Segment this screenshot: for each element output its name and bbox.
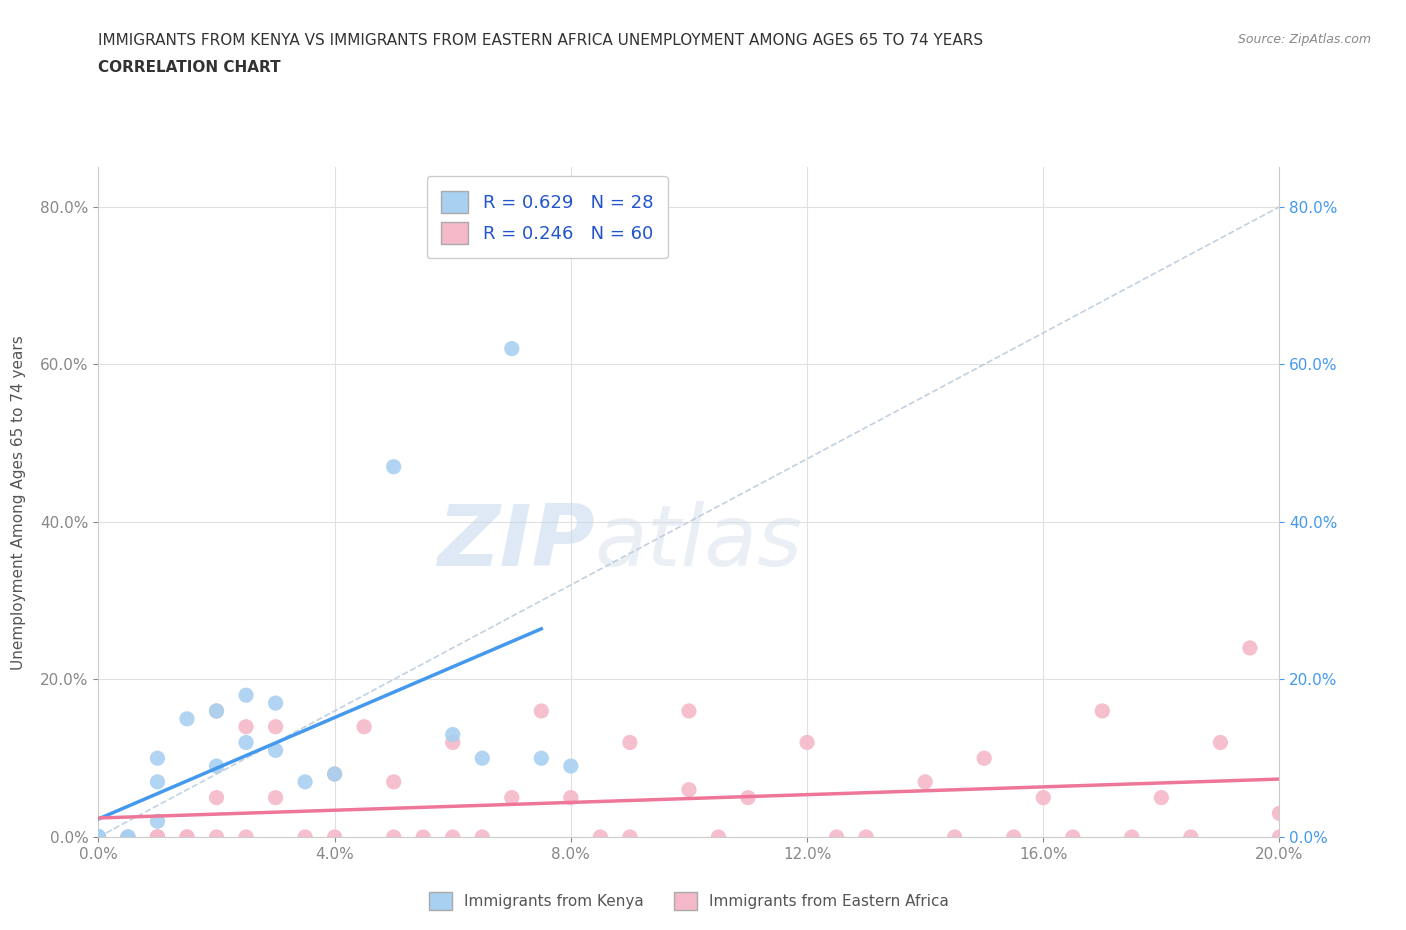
Point [382,830,405,844]
Point [1180,830,1202,844]
Point [146,830,169,844]
Point [323,766,346,781]
Point [87,830,110,844]
Point [914,775,936,790]
Point [825,830,848,844]
Point [87,830,110,844]
Point [1150,790,1173,805]
Text: atlas: atlas [595,501,803,584]
Point [1268,830,1291,844]
Point [87,830,110,844]
Point [412,830,434,844]
Point [235,830,257,844]
Point [117,830,139,844]
Point [796,735,818,750]
Point [264,743,287,758]
Point [382,459,405,474]
Point [1091,703,1114,718]
Point [589,830,612,844]
Point [87,830,110,844]
Point [235,719,257,734]
Point [87,830,110,844]
Point [87,830,110,844]
Point [294,775,316,790]
Point [1239,641,1261,656]
Point [176,830,198,844]
Text: Source: ZipAtlas.com: Source: ZipAtlas.com [1237,33,1371,46]
Point [943,830,966,844]
Point [264,719,287,734]
Point [87,830,110,844]
Point [87,830,110,844]
Point [619,735,641,750]
Point [205,759,228,774]
Point [560,759,582,774]
Point [176,830,198,844]
Y-axis label: Unemployment Among Ages 65 to 74 years: Unemployment Among Ages 65 to 74 years [11,335,27,670]
Point [1209,735,1232,750]
Point [678,782,700,797]
Point [678,703,700,718]
Point [146,830,169,844]
Point [176,711,198,726]
Point [146,830,169,844]
Point [737,790,759,805]
Point [87,830,110,844]
Point [87,830,110,844]
Point [441,735,464,750]
Point [87,830,110,844]
Point [205,703,228,718]
Point [441,830,464,844]
Point [87,830,110,844]
Point [560,790,582,805]
Text: IMMIGRANTS FROM KENYA VS IMMIGRANTS FROM EASTERN AFRICA UNEMPLOYMENT AMONG AGES : IMMIGRANTS FROM KENYA VS IMMIGRANTS FROM… [98,33,984,47]
Point [87,830,110,844]
Point [471,830,494,844]
Point [146,775,169,790]
Point [1121,830,1143,844]
Point [235,688,257,703]
Point [1002,830,1025,844]
Text: CORRELATION CHART: CORRELATION CHART [98,60,281,75]
Point [205,790,228,805]
Point [471,751,494,765]
Point [973,751,995,765]
Point [855,830,877,844]
Legend: Immigrants from Kenya, Immigrants from Eastern Africa: Immigrants from Kenya, Immigrants from E… [423,885,955,916]
Point [501,341,523,356]
Point [87,830,110,844]
Point [501,790,523,805]
Point [382,775,405,790]
Point [87,830,110,844]
Point [441,727,464,742]
Text: ZIP: ZIP [437,501,595,584]
Point [619,830,641,844]
Point [353,719,375,734]
Point [1062,830,1084,844]
Point [1268,806,1291,821]
Point [205,830,228,844]
Point [530,703,553,718]
Point [146,814,169,829]
Point [323,766,346,781]
Point [264,696,287,711]
Point [294,830,316,844]
Point [323,830,346,844]
Point [530,751,553,765]
Point [117,830,139,844]
Point [117,830,139,844]
Point [87,830,110,844]
Point [205,703,228,718]
Point [87,830,110,844]
Point [235,735,257,750]
Point [1032,790,1054,805]
Point [707,830,730,844]
Point [146,751,169,765]
Point [264,790,287,805]
Point [87,830,110,844]
